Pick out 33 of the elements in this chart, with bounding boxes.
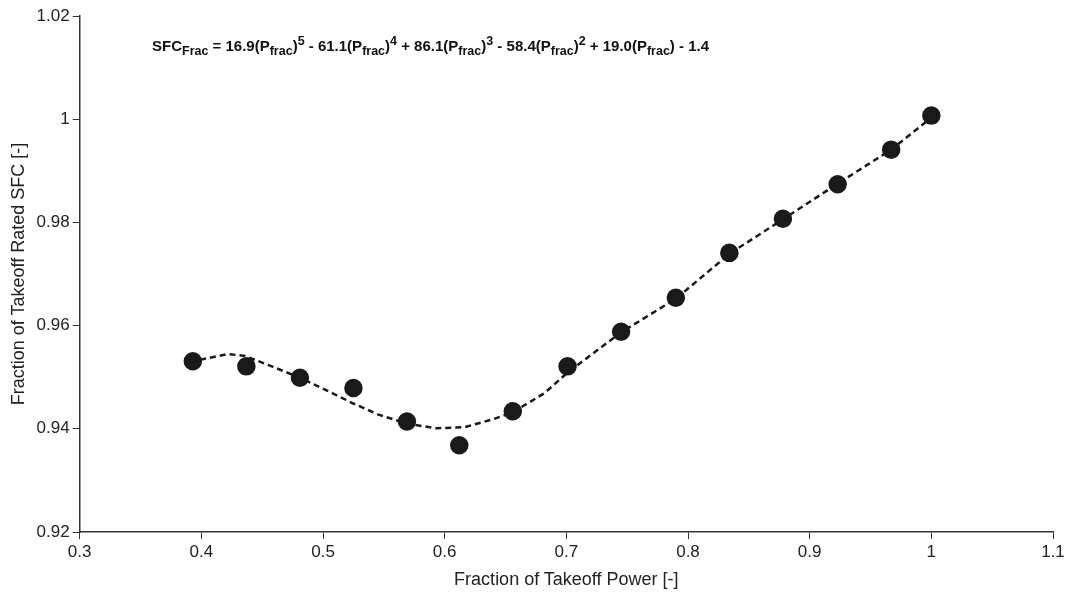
point (397, 412, 417, 431)
y-tick-label: 0.94 (36, 418, 70, 438)
y-axis-title: Fraction of Takeoff Rated SFC [-] (7, 142, 28, 406)
point (922, 106, 941, 125)
text: SFC$_{Frac}$ = 16.9(P$_{frac}$)$^{5}$ - 61.1(P$_{frac}$)$^{4}$ + 86.1(P$_{frac}$)$^{3}$ - 58.4(P$_{frac}$)$^{2}$ + 19.0(P$_{frac}$) - 1.4 (152, 34, 710, 58)
point (183, 351, 203, 371)
point (237, 357, 256, 376)
x-tick-label: 1.1 (1041, 541, 1065, 561)
x-tick-label: 0.7 (554, 541, 579, 561)
y-tick-label: 0.98 (36, 212, 70, 232)
y-tick-label: 1.02 (36, 5, 70, 25)
x-tick-label: 0.5 (311, 541, 335, 561)
point (881, 140, 901, 159)
point (290, 368, 310, 387)
y-tick-label: 0.92 (36, 521, 70, 541)
point (503, 402, 523, 421)
x-axis-title: Fraction of Takeoff Power [-] (454, 569, 679, 590)
x-tick-label: 0.4 (189, 541, 214, 561)
y-tick-label: 1 (60, 108, 70, 128)
x-tick-label: 0.3 (67, 541, 92, 561)
x-tick-label: 0.8 (676, 541, 700, 561)
point (558, 357, 577, 376)
x-tick-label: 0.6 (432, 541, 457, 561)
point (450, 436, 469, 455)
point (773, 209, 793, 229)
y-tick-label: 0.96 (36, 315, 70, 335)
point (344, 378, 363, 398)
x-tick-label: 1 (926, 541, 937, 561)
x-tick-label: 0.9 (797, 541, 822, 561)
point (666, 288, 686, 307)
point (720, 243, 739, 263)
point (611, 322, 631, 342)
point (828, 174, 847, 194)
